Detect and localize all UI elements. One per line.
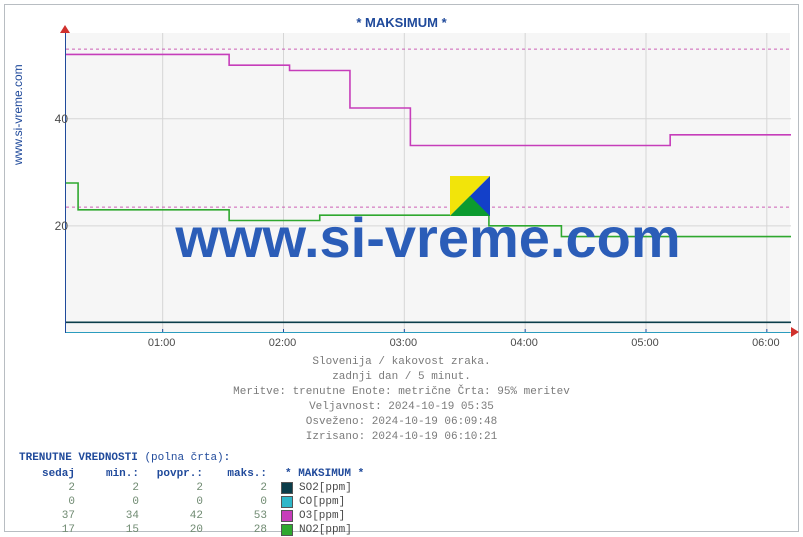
table-cell: 53 (211, 510, 275, 522)
table-header-row: sedajmin.:povpr.:maks.: * MAKSIMUM * (19, 467, 364, 481)
column-header: maks.: (211, 468, 275, 480)
table-cell: 37 (19, 510, 83, 522)
table-title: TRENUTNE VREDNOSTI (polna črta): (19, 452, 364, 464)
x-axis-arrow-icon (791, 327, 799, 337)
meta-location: Slovenija / kakovost zraka. (5, 355, 798, 370)
x-tick-label: 04:00 (510, 337, 538, 349)
table-cell: 34 (83, 510, 147, 522)
table-cell: 2 (211, 482, 275, 494)
table-row: 37344253 O3[ppm] (19, 509, 364, 523)
table-row: 17152028 NO2[ppm] (19, 523, 364, 537)
table-cell: 28 (211, 524, 275, 536)
legend-swatch-icon (281, 524, 293, 536)
column-header: min.: (83, 468, 147, 480)
chart-metadata: Slovenija / kakovost zraka. zadnji dan /… (5, 355, 798, 445)
legend-header: * MAKSIMUM * (285, 468, 364, 480)
table-cell: 0 (19, 496, 83, 508)
meta-refreshed: Osveženo: 2024-10-19 06:09:48 (5, 415, 798, 430)
table-cell: 2 (19, 482, 83, 494)
table-cell: 2 (147, 482, 211, 494)
meta-interval: zadnji dan / 5 minut. (5, 370, 798, 385)
legend-swatch-icon (281, 496, 293, 508)
y-axis-arrow-icon (60, 25, 70, 33)
legend-label: NO2[ppm] (299, 524, 352, 536)
y-tick-label: 20 (38, 219, 68, 233)
x-tick-label: 06:00 (752, 337, 780, 349)
chart-svg (66, 33, 791, 333)
meta-drawn: Izrisano: 2024-10-19 06:10:21 (5, 430, 798, 445)
values-table: TRENUTNE VREDNOSTI (polna črta): sedajmi… (19, 452, 364, 537)
x-tick-label: 01:00 (148, 337, 176, 349)
chart-frame: www.si-vreme.com * MAKSIMUM * www.si-vre… (4, 4, 799, 532)
x-tick-label: 05:00 (631, 337, 659, 349)
table-cell: 17 (19, 524, 83, 536)
table-row: 2222SO2[ppm] (19, 481, 364, 495)
legend-swatch-icon (281, 482, 293, 494)
plot-area: www.si-vreme.com (65, 33, 790, 333)
table-cell: 20 (147, 524, 211, 536)
x-tick-label: 02:00 (269, 337, 297, 349)
x-tick-label: 03:00 (390, 337, 418, 349)
column-header: sedaj (19, 468, 83, 480)
table-cell: 15 (83, 524, 147, 536)
legend-swatch-icon (281, 510, 293, 522)
table-cell: 2 (83, 482, 147, 494)
meta-config: Meritve: trenutne Enote: metrične Črta: … (5, 385, 798, 400)
table-cell: 0 (211, 496, 275, 508)
y-tick-label: 40 (38, 112, 68, 126)
watermark-icon (450, 176, 490, 216)
table-cell: 0 (147, 496, 211, 508)
column-header: povpr.: (147, 468, 211, 480)
chart-title: * MAKSIMUM * (5, 15, 798, 30)
legend-label: CO[ppm] (299, 496, 345, 508)
table-cell: 42 (147, 510, 211, 522)
table-row: 0000CO[ppm] (19, 495, 364, 509)
legend-label: O3[ppm] (299, 510, 345, 522)
y-axis-link[interactable]: www.si-vreme.com (11, 64, 25, 165)
meta-validity: Veljavnost: 2024-10-19 05:35 (5, 400, 798, 415)
table-cell: 0 (83, 496, 147, 508)
legend-label: SO2[ppm] (299, 482, 352, 494)
